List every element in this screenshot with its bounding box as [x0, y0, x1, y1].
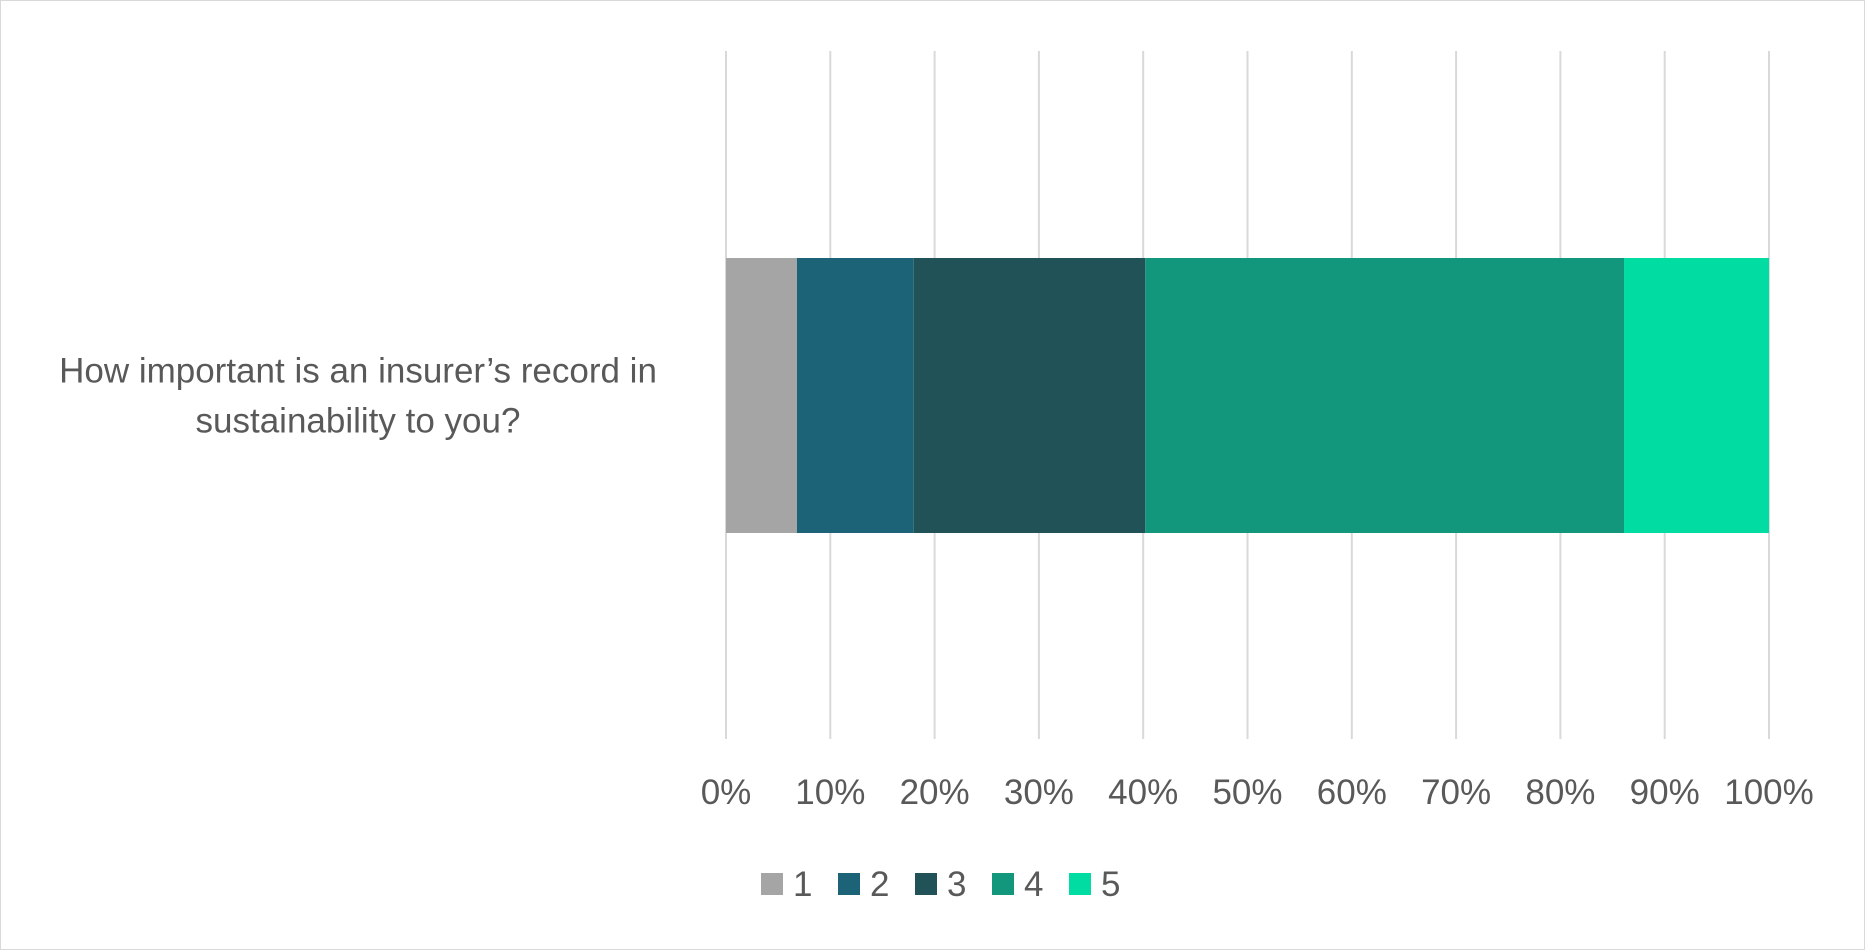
- bar-segment-3: [913, 258, 1146, 533]
- legend-item-4: 4: [992, 865, 1043, 904]
- x-tick-label: 100%: [1724, 773, 1814, 812]
- bar-segment-5: [1624, 258, 1769, 533]
- legend-item-5: 5: [1069, 865, 1120, 904]
- bar-segment-4: [1145, 258, 1625, 533]
- legend-swatch: [838, 873, 860, 895]
- legend: 1 2 3 4 5: [761, 865, 1120, 904]
- x-axis-tick-labels: 0% 10% 20% 30% 40% 50% 60% 70% 80% 90% 100%: [701, 773, 1814, 812]
- x-tick-label: 10%: [795, 773, 865, 812]
- bar-segments: [726, 258, 1769, 533]
- x-tick-label: 30%: [1004, 773, 1074, 812]
- x-tick-label: 80%: [1525, 773, 1595, 812]
- bar-segment-1: [726, 258, 797, 533]
- legend-swatch: [915, 873, 937, 895]
- legend-item-2: 2: [838, 865, 889, 904]
- legend-swatch: [761, 873, 783, 895]
- x-tick-label: 60%: [1317, 773, 1387, 812]
- x-tick-label: 20%: [900, 773, 970, 812]
- x-tick-label: 70%: [1421, 773, 1491, 812]
- category-label: How important is an insurer’s record in s…: [59, 352, 657, 441]
- x-tick-label: 0%: [701, 773, 752, 812]
- legend-swatch: [1069, 873, 1091, 895]
- legend-label: 3: [947, 865, 966, 904]
- legend-item-1: 1: [761, 865, 812, 904]
- legend-label: 2: [870, 865, 889, 904]
- x-tick-label: 40%: [1108, 773, 1178, 812]
- legend-label: 1: [793, 865, 812, 904]
- bar-segment-2: [796, 258, 914, 533]
- legend-label: 4: [1024, 865, 1043, 904]
- legend-item-3: 3: [915, 865, 966, 904]
- category-labels: How important is an insurer’s record in s…: [59, 352, 657, 441]
- legend-label: 5: [1101, 865, 1120, 904]
- x-tick-label: 50%: [1212, 773, 1282, 812]
- x-tick-label: 90%: [1630, 773, 1700, 812]
- legend-swatch: [992, 873, 1014, 895]
